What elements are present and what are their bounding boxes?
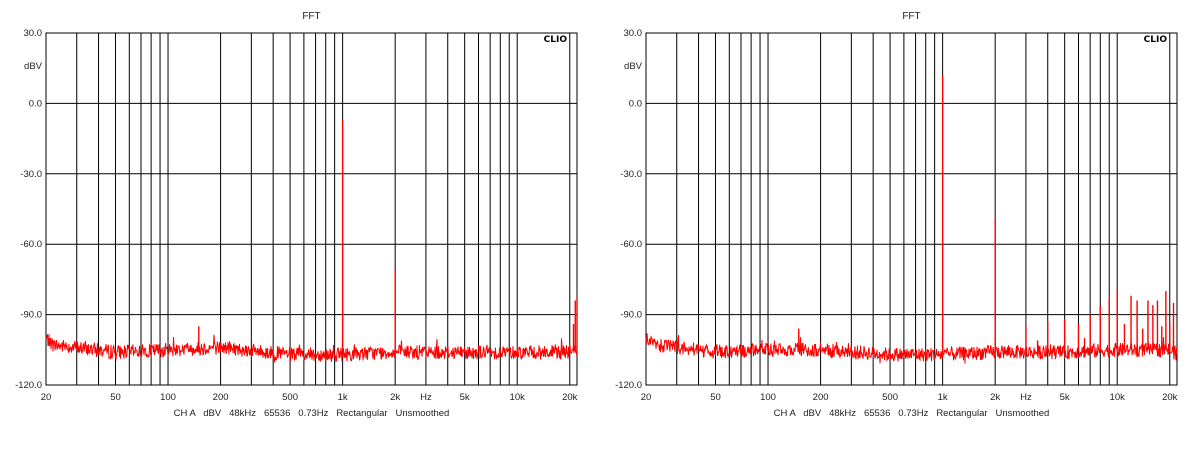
panel-2-y-axis-label: dBV [624,61,643,72]
panel-2-x-tick-label: 5k [1060,392,1070,403]
panel-1-y-tick-label: -120.0 [15,380,42,391]
panel-1-x-tick-label: 100 [160,392,176,403]
panel-2-noise-floor-trace [645,333,1178,364]
panel-2-y-tick-label: 30.0 [624,28,643,39]
panel-2-y-tick-label: -120.0 [615,380,642,391]
panel-1-x-tick-label: 10k [510,392,526,403]
panel-1-x-tick-label: 5k [460,392,470,403]
panel-1-noise-floor-trace [45,334,578,363]
panel-2-brand-logo: CLIO [1144,35,1168,45]
panel-2-chart: 30.0 0.0 -30.0 -60.0 -90.0 -120.0 dBV 20 50 100 20… [615,11,1178,419]
panel-2-x-tick-label: 500 [882,392,898,403]
panel-1-plot-area [45,32,578,386]
panel-2-x-tick-label: 50 [710,392,721,403]
panel-1-x-tick-label: 50 [110,392,121,403]
panel-2-x-tick-label: 1k [938,392,948,403]
panel-1-x-tick-label: 2k [390,392,400,403]
panel-1-y-tick-label: -60.0 [20,239,42,250]
panel-2-y-tick-label: -90.0 [620,310,642,321]
panel-1-y-tick-label: -90.0 [20,310,42,321]
panel-1-x-tick-label: 20k [562,392,578,403]
panel-1-y-axis-label: dBV [24,61,43,72]
panel-2-title: FFT [902,11,920,22]
panel-1-y-tick-label: 0.0 [29,98,42,109]
panel-1-x-tick-label: 1k [338,392,348,403]
panel-1-x-tick-label: 20 [41,392,52,403]
panel-1-x-tick-label: 500 [282,392,298,403]
panel-1-chart: 30.0 0.0 -30.0 -60.0 -90.0 -120.0 dBV 20 50 100 20… [15,11,578,419]
panel-2-x-tick-label: 20k [1162,392,1178,403]
panel-1-x-tick-label: 200 [213,392,229,403]
panel-2-y-tick-label: -60.0 [620,239,642,250]
panel-1-footer: CH A dBV 48kHz 65536 0.73Hz Rectangular … [174,408,450,419]
panel-2-x-tick-label: 10k [1110,392,1126,403]
panel-2-footer: CH A dBV 48kHz 65536 0.73Hz Rectangular … [774,408,1050,419]
panel-1-y-tick-label: -30.0 [20,169,42,180]
panel-1-title: FFT [302,11,320,22]
panel-2-x-tick-label: 20 [641,392,652,403]
panel-1-brand-logo: CLIO [544,35,568,45]
panel-2-x-tick-label: 2k [990,392,1000,403]
panel-2-y-tick-label: -30.0 [620,169,642,180]
panel-2-x-tick-label: Hz [1020,392,1032,403]
panel-2-y-tick-label: 0.0 [629,98,642,109]
panel-2-plot-area [645,32,1178,386]
panel-1-x-tick-label: Hz [420,392,432,403]
panel-2-x-tick-label: 100 [760,392,776,403]
panel-2-x-tick-label: 200 [813,392,829,403]
panel-1-y-tick-label: 30.0 [24,28,43,39]
